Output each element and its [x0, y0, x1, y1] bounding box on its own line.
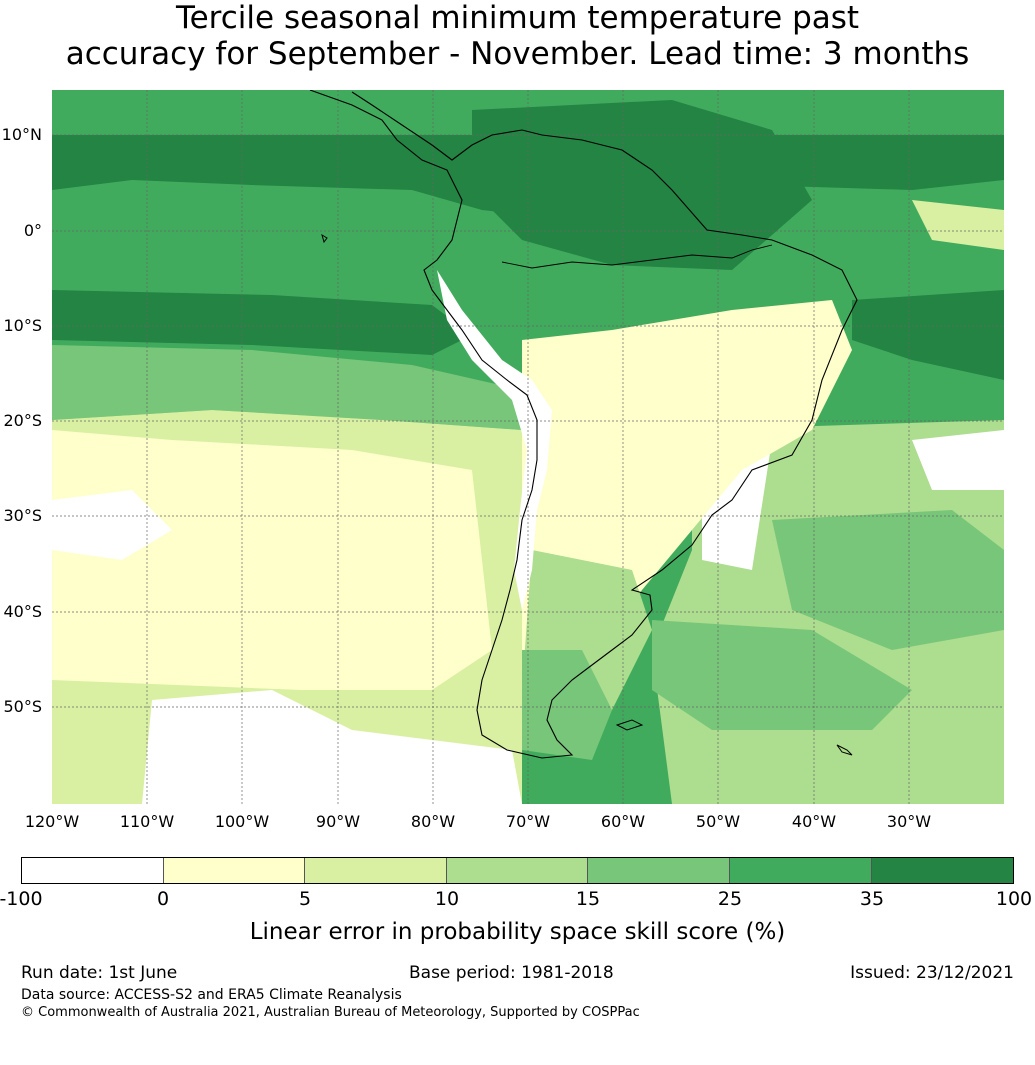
colorbar-tick-25: 25: [717, 888, 743, 910]
lon-label-120w: 120°W: [24, 812, 80, 831]
island-falklands: [615, 719, 644, 731]
island-galapagos: [321, 233, 328, 244]
colorbar-seg-6: [730, 858, 872, 883]
copyright: © Commonwealth of Australia 2021, Austra…: [21, 1005, 640, 1020]
colorbar-seg-1: [22, 858, 164, 883]
skill-score-map: [52, 90, 1004, 804]
lat-label-40s: 40°S: [3, 602, 42, 621]
colorbar-seg-4: [446, 858, 589, 883]
run-date: Run date: 1st June: [21, 963, 178, 983]
region-patagonia-green: [522, 650, 612, 760]
region-south-white: [142, 690, 522, 804]
graticule: [52, 90, 1004, 804]
map-canvas: [52, 90, 1004, 804]
title-line-2: accuracy for September - November. Lead …: [65, 36, 970, 72]
band-10s-dark: [52, 290, 472, 355]
region-amazon-dark: [472, 100, 812, 270]
colorbar-tick-100: 100: [995, 888, 1033, 910]
region-south-atlantic-green: [772, 510, 1004, 650]
lon-label-40w: 40°W: [791, 812, 837, 831]
band-transition: [52, 345, 522, 430]
coastline-south-america: [309, 90, 858, 759]
lon-label-90w: 90°W: [315, 812, 361, 831]
andes-white-ridge: [437, 270, 552, 610]
colorbar-seg-7: [871, 858, 1013, 883]
band-10s-dark-east: [852, 290, 1004, 380]
lat-label-10n: 10°N: [1, 125, 42, 144]
colorbar-tick-0: 0: [156, 888, 170, 910]
lat-label-0: 0°: [23, 221, 42, 240]
lon-label-80w: 80°W: [410, 812, 456, 831]
colorbar-tick-15: 15: [575, 888, 601, 910]
base-period: Base period: 1981-2018: [409, 963, 614, 983]
colorbar-tick-35: 35: [859, 888, 885, 910]
region-east-white: [912, 430, 1004, 490]
lon-label-100w: 100°W: [214, 812, 270, 831]
island-south-georgia: [836, 744, 853, 756]
lat-label-20s: 20°S: [3, 411, 42, 430]
colorbar-label: Linear error in probability space skill …: [249, 919, 786, 945]
colorbar-seg-2: [163, 858, 306, 883]
region-south-atlantic-green2: [652, 620, 912, 730]
region-south-yellow: [52, 430, 492, 690]
lat-label-10s: 10°S: [3, 316, 42, 335]
region-atlantic-light: [912, 200, 1004, 250]
lat-label-30s: 30°S: [3, 506, 42, 525]
issued-date: Issued: 23/12/2021: [850, 963, 1014, 983]
lon-label-60w: 60°W: [600, 812, 646, 831]
colorbar-tick--100: -100: [0, 888, 43, 910]
colorbar-seg-5: [588, 858, 731, 883]
map-title: Tercile seasonal minimum temperature pas…: [0, 0, 1035, 72]
lon-label-30w: 30°W: [886, 812, 932, 831]
river-amazon: [501, 244, 773, 269]
title-line-1: Tercile seasonal minimum temperature pas…: [175, 0, 860, 36]
colorbar-tick-10: 10: [434, 888, 460, 910]
lon-label-70w: 70°W: [505, 812, 551, 831]
lon-label-110w: 110°W: [119, 812, 175, 831]
colorbar-seg-3: [305, 858, 447, 883]
colorbar: [21, 857, 1014, 884]
lon-label-50w: 50°W: [695, 812, 741, 831]
colorbar-tick-5: 5: [298, 888, 312, 910]
lat-label-50s: 50°S: [3, 697, 42, 716]
data-source: Data source: ACCESS-S2 and ERA5 Climate …: [21, 987, 402, 1003]
region-sw-white: [52, 490, 172, 560]
